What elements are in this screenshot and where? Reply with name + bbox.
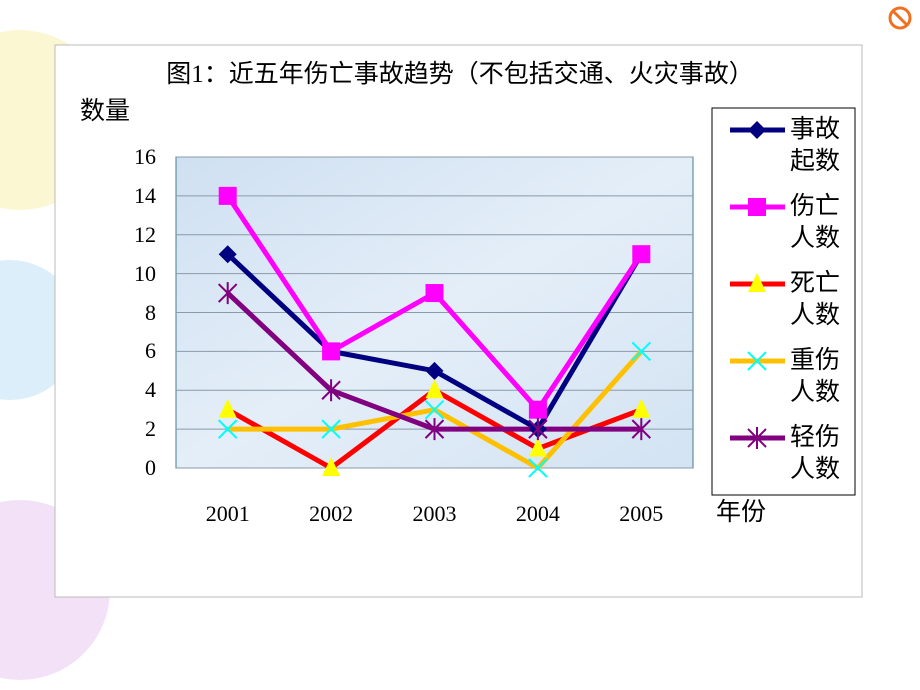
marker [425, 361, 444, 380]
legend-marker [748, 121, 766, 139]
chart-title: 图1：近五年伤亡事故趋势（不包括交通、火灾事故） [166, 61, 754, 88]
legend-item [730, 198, 785, 216]
marker [217, 282, 238, 305]
legend-item [730, 427, 785, 449]
y-axis-label: 数量 [80, 98, 131, 125]
y-tick-label: 4 [145, 377, 156, 403]
legend-box [711, 107, 856, 496]
x-axis-label: 年份 [716, 499, 767, 526]
legend-label: 伤亡人数 [790, 193, 841, 252]
legend-item [730, 273, 785, 292]
legend-item [730, 351, 785, 371]
legend-marker [748, 198, 766, 216]
x-tick-label: 2003 [412, 501, 457, 526]
marker [528, 458, 548, 478]
y-tick-label: 12 [134, 221, 156, 247]
marker [631, 341, 652, 362]
y-tick-label: 8 [145, 299, 156, 325]
y-tick-label: 2 [145, 416, 156, 442]
marker [218, 398, 237, 418]
marker [321, 379, 341, 402]
x-tick-label: 2005 [619, 501, 664, 526]
marker [632, 245, 651, 264]
no-icon[interactable] [888, 6, 912, 30]
marker [425, 284, 444, 303]
legend-label: 重伤人数 [790, 347, 841, 406]
y-tick-label: 6 [145, 338, 156, 364]
legend-label: 死亡人数 [790, 270, 841, 329]
x-tick-label: 2002 [309, 501, 354, 526]
marker [528, 437, 547, 457]
marker [528, 400, 547, 419]
marker [528, 418, 548, 441]
marker [424, 418, 445, 441]
marker [218, 186, 237, 205]
marker [321, 419, 341, 439]
x-tick-label: 2004 [515, 501, 560, 526]
legend-label: 事故起数 [790, 116, 841, 175]
y-tick-label: 10 [134, 260, 156, 286]
y-tick-label: 14 [134, 182, 156, 208]
legend-label: 轻伤人数 [790, 424, 841, 483]
y-tick-label: 16 [134, 144, 156, 169]
marker [322, 342, 341, 361]
marker [217, 419, 238, 439]
x-tick-label: 2001 [205, 501, 250, 526]
legend-item [730, 121, 785, 139]
legend-marker [747, 427, 767, 449]
marker [425, 379, 444, 399]
legend-marker [748, 273, 766, 292]
marker [632, 398, 651, 418]
marker [322, 457, 341, 476]
marker [218, 245, 237, 264]
marker [424, 399, 445, 420]
legend-marker [747, 351, 767, 371]
marker [631, 418, 652, 441]
y-tick-label: 0 [145, 455, 156, 480]
